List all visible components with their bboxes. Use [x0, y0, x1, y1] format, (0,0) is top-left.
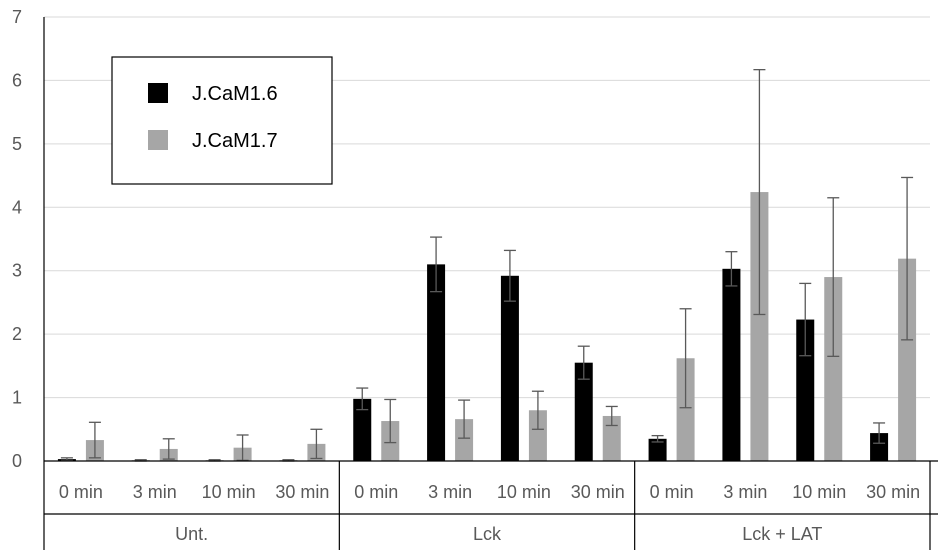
x-category-label: 3 min	[723, 482, 767, 502]
y-tick-label: 2	[12, 324, 22, 344]
error-bars	[60, 68, 914, 462]
x-group-label: Unt.	[175, 524, 208, 544]
bar-j-cam1-6	[648, 438, 667, 461]
bar-j-cam1-7	[528, 410, 547, 461]
x-category-label: 0 min	[59, 482, 103, 502]
legend-box	[111, 56, 333, 185]
legend: J.CaM1.6 J.CaM1.7	[111, 56, 333, 185]
bar-j-cam1-6	[574, 362, 593, 461]
x-category-label: 10 min	[792, 482, 846, 502]
x-axis-category-labels: 0 min 3 min 10 min 30 min 0 min 3 min 10 min 30…	[59, 482, 920, 544]
x-category-label: 10 min	[202, 482, 256, 502]
x-category-label: 30 min	[275, 482, 329, 502]
y-tick-label: 6	[12, 70, 22, 90]
bar-j-cam1-7	[898, 258, 917, 461]
y-tick-label: 4	[12, 197, 22, 217]
axes	[43, 17, 938, 550]
x-category-label: 10 min	[497, 482, 551, 502]
x-category-label: 30 min	[571, 482, 625, 502]
x-group-label: Lck + LAT	[742, 524, 822, 544]
bar-j-cam1-7	[602, 415, 621, 461]
bar-j-cam1-6	[870, 433, 889, 461]
bar-j-cam1-6	[427, 264, 446, 461]
bar-j-cam1-7	[824, 277, 843, 461]
y-tick-label: 3	[12, 261, 22, 281]
y-tick-label: 0	[12, 451, 22, 471]
bar-j-cam1-6	[722, 268, 741, 461]
legend-swatch	[148, 83, 168, 103]
x-category-label: 30 min	[866, 482, 920, 502]
x-category-label: 0 min	[354, 482, 398, 502]
bar-j-cam1-6	[796, 319, 815, 461]
y-tick-label: 1	[12, 388, 22, 408]
legend-label: J.CaM1.6	[192, 83, 278, 105]
bar-j-cam1-7	[455, 419, 474, 461]
legend-swatch	[148, 130, 168, 150]
bars	[57, 192, 917, 461]
x-category-label: 3 min	[428, 482, 472, 502]
x-category-label: 0 min	[650, 482, 694, 502]
bar-j-cam1-6	[500, 275, 519, 461]
x-group-label: Lck	[473, 524, 502, 544]
bar-j-cam1-7	[750, 192, 769, 461]
y-tick-label: 5	[12, 134, 22, 154]
legend-label: J.CaM1.7	[192, 130, 278, 152]
bar-j-cam1-7	[676, 358, 695, 461]
y-axis-tick-labels: 0 1 2 3 4 5 6 7	[12, 7, 22, 471]
x-category-label: 3 min	[133, 482, 177, 502]
bar-j-cam1-6	[353, 398, 372, 461]
y-tick-label: 7	[12, 7, 22, 27]
